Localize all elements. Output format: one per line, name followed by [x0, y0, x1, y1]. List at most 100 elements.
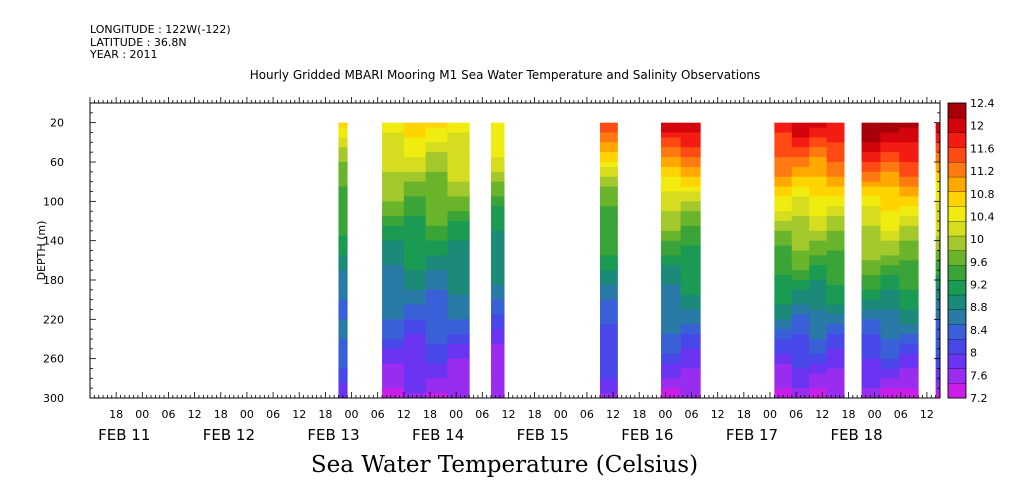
heat-cell	[447, 245, 470, 251]
heat-cell	[661, 176, 682, 183]
heat-cell	[791, 235, 810, 242]
heat-cell	[425, 393, 448, 399]
heat-cell	[382, 265, 405, 271]
heat-cell	[661, 388, 682, 394]
heat-cell	[425, 166, 448, 173]
heat-cell	[899, 284, 919, 291]
heat-cell	[661, 186, 682, 192]
x-day-label: FEB 16	[621, 426, 673, 444]
heat-cell	[791, 339, 810, 345]
heat-cell	[899, 147, 919, 153]
heat-cell	[774, 299, 793, 305]
x-day-label: FEB 14	[412, 426, 464, 444]
heat-cell	[338, 122, 348, 128]
heat-cell	[403, 353, 427, 360]
heat-cell	[425, 211, 448, 217]
heat-cell	[491, 142, 505, 148]
heat-cell	[661, 211, 682, 217]
heat-cell	[861, 127, 881, 133]
heat-cell	[826, 235, 845, 242]
heat-cell	[491, 132, 505, 138]
heat-cell	[447, 334, 470, 340]
heat-cell	[826, 216, 845, 222]
heat-cell	[809, 157, 828, 163]
x-hour-tick-label: 00	[345, 408, 359, 421]
y-axis-label: DEPTH (m)	[35, 221, 48, 281]
x-hour-tick-label: 06	[475, 408, 489, 421]
heat-cell	[935, 309, 941, 315]
heat-cell	[382, 127, 405, 133]
heat-cell	[491, 191, 505, 197]
heat-cell	[403, 294, 427, 301]
heat-cell	[791, 166, 810, 173]
heat-cell	[680, 284, 701, 291]
heat-cell	[382, 368, 405, 374]
heat-cell	[338, 299, 348, 305]
x-hour-tick-label: 12	[920, 408, 934, 421]
heat-cell	[809, 284, 828, 291]
heat-cell	[861, 284, 881, 291]
heat-cell	[403, 122, 427, 128]
heat-cell	[861, 270, 881, 276]
heat-cell	[791, 319, 810, 325]
heat-cell	[491, 211, 505, 217]
heat-cell	[425, 127, 448, 133]
heat-cell	[491, 358, 505, 364]
heat-cell	[899, 260, 919, 266]
heat-cell	[899, 176, 919, 183]
heat-cell	[880, 122, 900, 128]
heat-cell	[403, 329, 427, 335]
heat-cell	[791, 353, 810, 360]
heat-cell	[899, 299, 919, 305]
heat-cell	[861, 314, 881, 320]
colorbar-swatch	[947, 338, 967, 355]
heat-cell	[680, 171, 701, 178]
heat-cell	[403, 127, 427, 133]
heat-cell	[899, 157, 919, 163]
heat-cell	[880, 152, 900, 158]
heat-cell	[861, 260, 881, 266]
heat-cell	[791, 216, 810, 222]
x-hour-tick-label: 12	[188, 408, 202, 421]
heat-cell	[826, 368, 845, 374]
heat-cell	[661, 343, 682, 350]
heat-cell	[791, 309, 810, 315]
heat-cell	[600, 304, 618, 310]
heat-cell	[661, 255, 682, 261]
heat-cell	[935, 393, 941, 399]
x-day-label: FEB 11	[98, 426, 150, 444]
heat-cell	[826, 309, 845, 315]
y-tick-label: 260	[43, 353, 64, 366]
heat-cell	[403, 383, 427, 389]
heat-cell	[809, 348, 828, 355]
heat-cell	[403, 348, 427, 355]
heat-cell	[826, 280, 845, 286]
heat-cell	[774, 132, 793, 138]
heat-cell	[425, 270, 448, 276]
heat-cell	[338, 211, 348, 217]
year-label: YEAR : 2011	[90, 48, 158, 61]
heat-cell	[338, 373, 348, 379]
heat-cell	[425, 319, 448, 325]
heat-cell	[403, 250, 427, 256]
heat-cell	[447, 265, 470, 271]
heat-cell	[382, 235, 405, 242]
x-hour-tick-label: 18	[632, 408, 646, 421]
heat-cell	[826, 250, 845, 256]
heat-cell	[774, 240, 793, 246]
heat-cell	[861, 132, 881, 138]
heat-cell	[425, 275, 448, 281]
heat-cell	[880, 314, 900, 320]
heat-cell	[403, 343, 427, 350]
heat-cell	[425, 196, 448, 202]
heat-cell	[880, 255, 900, 261]
heat-cell	[491, 294, 505, 301]
heat-cell	[899, 122, 919, 128]
x-hour-tick-label: 00	[554, 408, 568, 421]
heat-cell	[403, 166, 427, 173]
heat-cell	[899, 191, 919, 197]
x-hour-tick-label: 12	[606, 408, 620, 421]
heat-cell	[491, 368, 505, 374]
heat-cell	[791, 225, 810, 232]
heat-cell	[880, 162, 900, 168]
